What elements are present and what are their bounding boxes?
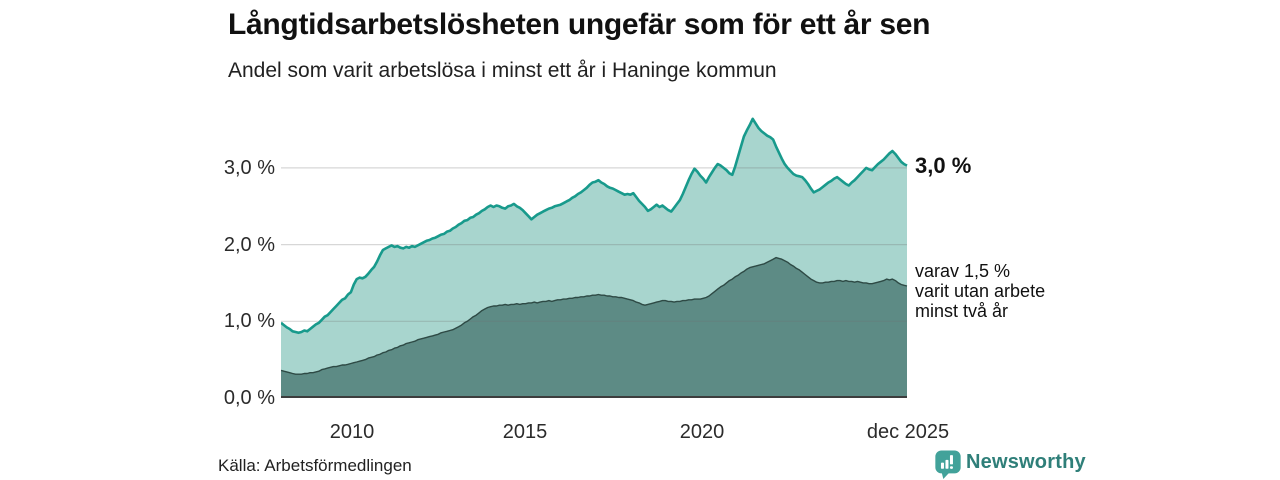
total-line [281, 117, 908, 335]
chart-subtitle: Andel som varit arbetslösa i minst ett å… [228, 59, 777, 82]
page-title: Långtidsarbetslösheten ungefär som för e… [228, 8, 931, 41]
series-end-label-total: 3,0 % [915, 153, 972, 178]
series-end-label-two-years: varav 1,5 % varit utan arbete minst två … [915, 261, 1046, 321]
area-chart-plot [281, 117, 908, 399]
two-years-area [281, 257, 907, 398]
newsworthy-brand: Newsworthy [933, 449, 1086, 480]
y-axis-tick-3: 3,0 % [223, 157, 275, 179]
source-note: Källa: Arbetsförmedlingen [218, 456, 412, 475]
two-years-line [281, 256, 908, 375]
x-axis-tick-2015: 2015 [502, 421, 548, 443]
newsworthy-logo-icon [935, 450, 961, 480]
y-axis-tick-1: 1,0 % [223, 310, 275, 332]
y-axis-tick-0: 0,0 % [223, 387, 275, 409]
y-axis-tick-2: 2,0 % [223, 234, 275, 256]
x-axis-tick-2020: 2020 [679, 421, 725, 443]
x-axis-tick-2010: 2010 [329, 421, 375, 443]
newsworthy-wordmark: Newsworthy [966, 451, 1086, 473]
x-axis-tick-dec-2025: dec 2025 [866, 421, 950, 443]
